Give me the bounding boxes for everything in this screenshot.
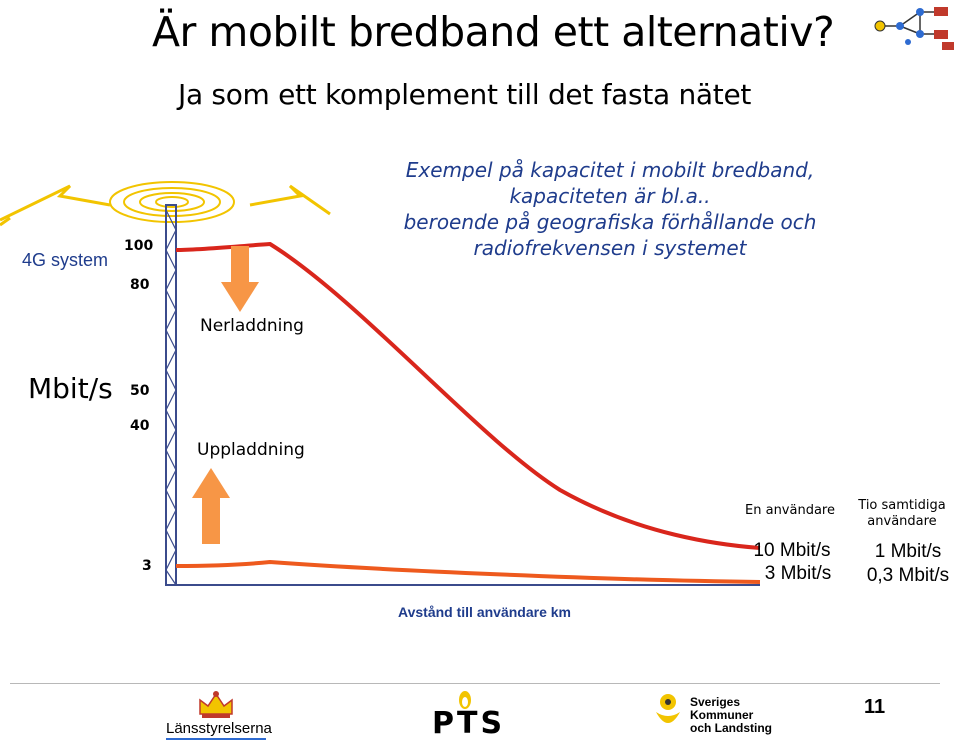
page-subtitle: Ja som ett komplement till det fasta nät… (178, 78, 752, 111)
single-user-download: 10 Mbit/s (753, 540, 831, 561)
pts-flame-icon (459, 691, 471, 709)
ten-users-header-line-1: Tio samtidiga (858, 498, 946, 513)
example-text-line-4: radiofrekvensen i systemet (473, 236, 747, 260)
tick-100: 100 (124, 238, 154, 254)
page-number: 11 (864, 696, 886, 718)
example-text-line-2: kapaciteten är bl.a.. (509, 184, 711, 208)
ten-users-download: 1 Mbit/s (874, 541, 942, 562)
tick-50: 50 (130, 383, 150, 399)
example-text-line-1: Exempel på kapacitet i mobilt bredband, (405, 158, 815, 182)
system-label: 4G system (22, 250, 109, 270)
upload-curve (175, 559, 761, 584)
footer-divider (10, 683, 940, 684)
skl-logo-line-3: och Landsting (690, 721, 772, 735)
skl-logo-icon (656, 694, 680, 723)
pts-logo: PTS (432, 706, 506, 741)
skl-logo-line-2: Kommuner (690, 708, 754, 722)
radio-waves-icon (109, 181, 235, 223)
skl-logo-line-1: Sveriges (690, 695, 741, 709)
upload-label: Uppladdning (197, 440, 305, 460)
radio-mast-icon (165, 204, 177, 586)
lansstyrelserna-logo: Länsstyrelserna (166, 720, 272, 737)
upload-arrow-icon (192, 468, 230, 544)
ten-users-header-line-2: användare (867, 514, 937, 529)
example-text-line-3: beroende på geografiska förhållande och (403, 210, 817, 234)
tick-80: 80 (130, 277, 150, 293)
signal-bolt-left (0, 184, 111, 222)
network-icon (874, 7, 954, 50)
lansstyrelserna-underline (166, 738, 266, 740)
ten-users-upload: 0,3 Mbit/s (866, 565, 950, 586)
single-user-header: En användare (745, 503, 835, 518)
download-curve (175, 241, 761, 550)
signal-bolt-right (249, 184, 331, 216)
tick-40: 40 (130, 418, 150, 434)
single-user-upload: 3 Mbit/s (764, 563, 832, 584)
crown-icon (199, 691, 233, 718)
x-axis-label: Avstånd till användare km (398, 604, 571, 620)
download-label: Nerladdning (200, 316, 304, 336)
download-arrow-icon (221, 246, 259, 312)
tick-3: 3 (142, 558, 152, 574)
y-unit-label: Mbit/s (28, 372, 113, 405)
page-title: Är mobilt bredband ett alternativ? (152, 8, 835, 56)
